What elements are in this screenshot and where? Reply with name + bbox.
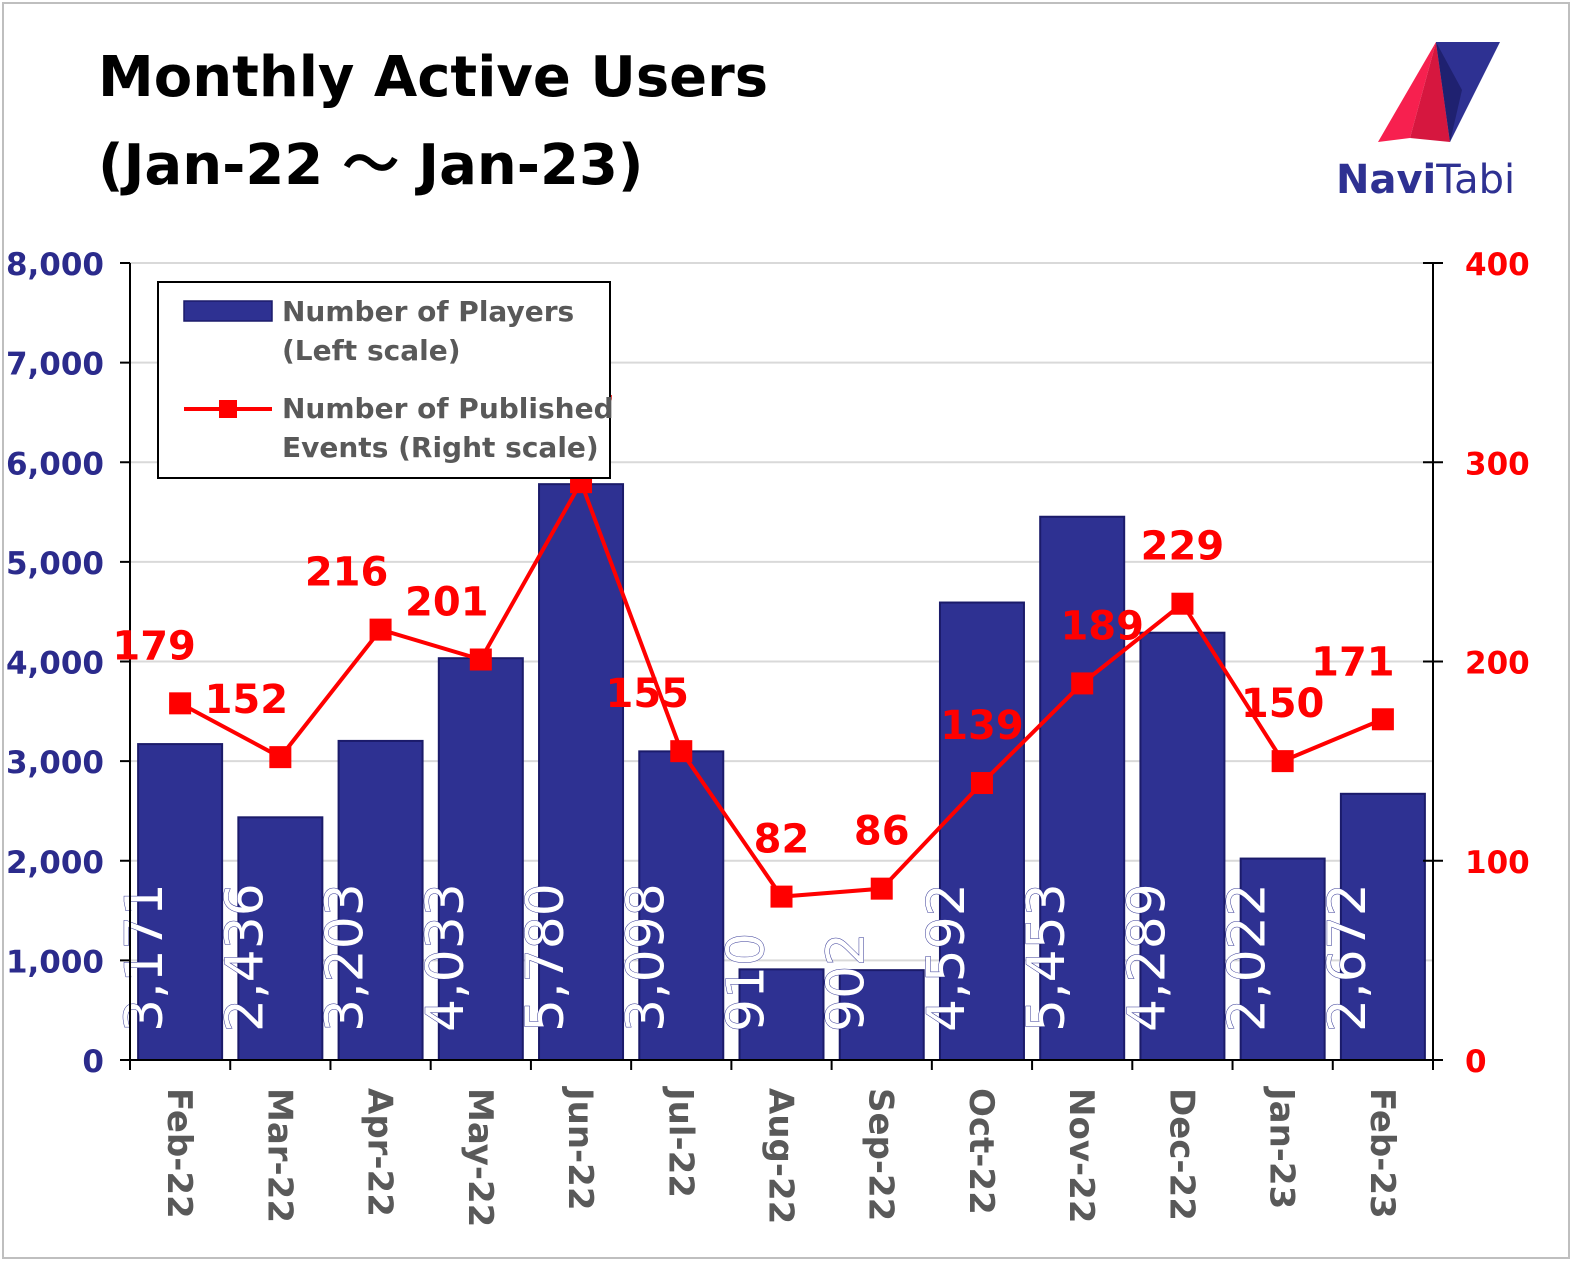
- navitabi-logo: NaviTabi: [1336, 42, 1515, 203]
- y-left-tick-label: 4,000: [6, 646, 104, 682]
- bar-label-Aug-22: 910: [717, 933, 777, 1032]
- events-label-Feb-23: 171: [1311, 639, 1395, 685]
- legend-label-players-2: (Left scale): [282, 334, 461, 367]
- bar-label-Mar-22: 2,436: [215, 883, 275, 1032]
- events-marker-Sep-22: [870, 877, 893, 900]
- x-tick-label-Jun-22: Jun-22: [560, 1086, 600, 1211]
- events-marker-Mar-22: [269, 746, 292, 769]
- logo-mark-icon: [1378, 42, 1500, 142]
- y-right-tick-label: 300: [1465, 446, 1530, 482]
- events-marker-Aug-22: [770, 885, 793, 908]
- chart-title-line1: Monthly Active Users: [98, 45, 768, 110]
- events-marker-Feb-22: [169, 692, 192, 715]
- bar-label-Oct-22: 4,592: [917, 883, 977, 1032]
- y-axis-ticks: 0 1,000 2,000 3,000 4,000 5,000 6,000 7,000 8,00…: [6, 247, 1530, 1080]
- x-tick-label-Feb-22: Feb-22: [159, 1088, 199, 1219]
- events-marker-Nov-22: [1071, 672, 1094, 695]
- bar-Mar-22: [237, 816, 324, 1061]
- bar-Dec-22: [1139, 631, 1226, 1061]
- chart-title-line2: (Jan-22 〜 Jan-23): [98, 133, 644, 198]
- x-tick-label-Jul-22: Jul-22: [660, 1086, 700, 1198]
- events-marker-Jul-22: [670, 740, 693, 763]
- x-tick-label-Mar-22: Mar-22: [259, 1088, 299, 1223]
- logo-text: NaviTabi: [1336, 157, 1515, 203]
- events-label-Feb-22: 179: [112, 623, 196, 669]
- x-tick-label-May-22: May-22: [460, 1088, 500, 1227]
- legend-swatch-players: [183, 300, 273, 322]
- bar-Feb-22: [137, 743, 224, 1061]
- bar-label-Feb-22: 3,171: [115, 883, 175, 1032]
- events-label-Aug-22: 82: [754, 817, 810, 863]
- x-axis-ticks: Feb-22 Mar-22 Apr-22 May-22 Jun-22 Jul-22 Aug-…: [159, 1086, 1402, 1227]
- events-label-Jul-22: 155: [606, 671, 690, 717]
- y-left-tick-label: 5,000: [6, 546, 104, 582]
- events-label-Sep-22: 86: [854, 809, 910, 855]
- bar-Nov-22: [1039, 515, 1126, 1061]
- y-left-tick-label: 8,000: [6, 247, 104, 283]
- bar-label-Apr-22: 3,203: [316, 883, 376, 1032]
- events-marker-Apr-22: [369, 618, 392, 641]
- bar-Oct-22: [938, 601, 1025, 1061]
- bar-series: [137, 483, 1426, 1062]
- bar-label-Nov-22: 5,453: [1017, 883, 1077, 1032]
- y-right-tick-label: 100: [1465, 845, 1530, 881]
- bar-Feb-23: [1339, 792, 1426, 1061]
- events-marker-Dec-22: [1171, 592, 1194, 615]
- y-right-tick-label: 400: [1465, 247, 1530, 283]
- x-tick-label-Sep-22: Sep-22: [861, 1088, 901, 1221]
- x-tick-label-Jan-23: Jan-23: [1262, 1086, 1302, 1209]
- x-tick-label-Dec-22: Dec-22: [1161, 1088, 1201, 1221]
- y-left-tick-label: 1,000: [6, 944, 104, 980]
- bar-label-Jan-23: 2,022: [1218, 883, 1278, 1032]
- events-label-Apr-22: 216: [305, 550, 389, 596]
- x-tick-label-Aug-22: Aug-22: [761, 1088, 801, 1224]
- events-label-Jan-23: 150: [1241, 681, 1325, 727]
- y-right-tick-label: 200: [1465, 646, 1530, 682]
- logo-text-tabi: Tabi: [1435, 157, 1515, 203]
- legend: Number of Players (Left scale) Number of…: [157, 281, 614, 479]
- y-left-tick-label: 7,000: [6, 347, 104, 383]
- events-marker-Feb-23: [1371, 708, 1394, 731]
- bar-data-labels: 3,171 2,436 3,203 4,033 5,780 3,098 910 902 4,59…: [115, 883, 1379, 1033]
- line-series: [169, 471, 1394, 908]
- events-label-May-22: 201: [405, 580, 489, 626]
- bar-label-May-22: 4,033: [416, 883, 476, 1032]
- x-tick-label-Feb-23: Feb-23: [1362, 1088, 1402, 1219]
- events-label-Nov-22: 189: [1060, 603, 1144, 649]
- legend-label-events-2: Events (Right scale): [282, 431, 599, 464]
- bar-label-Dec-22: 4,289: [1117, 883, 1177, 1032]
- bar-label-Jun-22: 5,780: [516, 883, 576, 1032]
- events-label-Mar-22: 152: [205, 677, 289, 723]
- events-marker-May-22: [469, 648, 492, 671]
- y-left-tick-label: 3,000: [6, 745, 104, 781]
- x-tick-label-Nov-22: Nov-22: [1061, 1088, 1101, 1223]
- legend-swatch-events-marker: [219, 400, 237, 418]
- logo-text-navi: Navi: [1336, 157, 1436, 203]
- bar-label-Sep-22: 902: [817, 933, 877, 1032]
- y-left-tick-label: 6,000: [6, 446, 104, 482]
- legend-label-events-1: Number of Published: [282, 392, 614, 425]
- bar-Aug-22: [738, 968, 825, 1061]
- x-tick-label-Apr-22: Apr-22: [360, 1088, 400, 1217]
- events-label-Oct-22: 139: [940, 703, 1024, 749]
- x-tick-label-Oct-22: Oct-22: [961, 1088, 1001, 1215]
- y-left-tick-label: 0: [82, 1044, 104, 1080]
- bar-label-Jul-22: 3,098: [616, 883, 676, 1032]
- bar-label-Feb-23: 2,672: [1318, 883, 1378, 1032]
- events-label-Dec-22: 229: [1141, 524, 1225, 570]
- events-marker-Oct-22: [970, 772, 993, 795]
- events-marker-Jan-23: [1271, 750, 1294, 773]
- y-left-tick-label: 2,000: [6, 845, 104, 881]
- bar-Apr-22: [337, 739, 424, 1061]
- axes: [120, 262, 1443, 1070]
- y-right-tick-label: 0: [1465, 1044, 1487, 1080]
- legend-label-players-1: Number of Players: [282, 295, 574, 328]
- bar-May-22: [437, 657, 524, 1062]
